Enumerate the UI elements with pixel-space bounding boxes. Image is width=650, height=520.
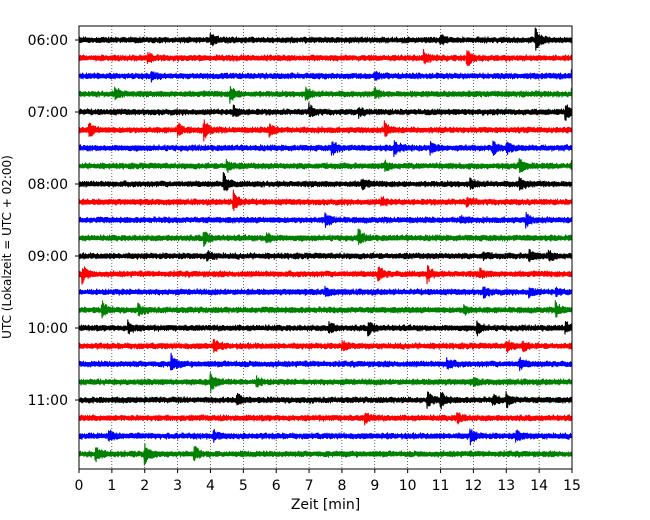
trace-line bbox=[78, 285, 573, 299]
trace-line bbox=[78, 48, 573, 66]
trace-line bbox=[78, 264, 573, 285]
plot-background bbox=[79, 26, 572, 469]
trace-line bbox=[78, 102, 573, 121]
y-axis: 06:00 07:00 08:00 09:00 10:00 11:00 bbox=[28, 33, 79, 409]
trace-line bbox=[78, 189, 573, 212]
x-tick-label: 2 bbox=[140, 478, 149, 494]
y-tick-label: 07:00 bbox=[28, 105, 68, 121]
trace-line bbox=[78, 86, 573, 104]
x-tick-label: 12 bbox=[464, 478, 482, 494]
trace-line bbox=[78, 300, 573, 319]
x-tick-label: 13 bbox=[497, 478, 515, 494]
x-tick-label: 11 bbox=[432, 478, 450, 494]
trace-line bbox=[78, 428, 573, 446]
trace-line bbox=[78, 412, 573, 426]
trace-line bbox=[78, 68, 573, 84]
trace-line bbox=[78, 248, 573, 263]
trace-line bbox=[78, 27, 573, 51]
trace-line bbox=[78, 119, 573, 142]
trace-line bbox=[78, 211, 573, 229]
trace-line bbox=[78, 228, 573, 248]
y-axis-label: UTC (Lokalzeit = UTC + 02:00) bbox=[0, 155, 14, 339]
traces bbox=[78, 27, 573, 466]
trace-line bbox=[78, 140, 573, 158]
x-tick-label: 4 bbox=[206, 478, 215, 494]
x-tick-label: 10 bbox=[399, 478, 417, 494]
x-tick-label: 5 bbox=[239, 478, 248, 494]
x-tick-label: 8 bbox=[337, 478, 346, 494]
trace-line bbox=[78, 443, 573, 466]
x-tick-label: 1 bbox=[107, 478, 116, 494]
x-tick-label: 7 bbox=[305, 478, 314, 494]
x-tick-label: 14 bbox=[530, 478, 548, 494]
plot-frame bbox=[78, 25, 573, 470]
y-tick-label: 09:00 bbox=[28, 249, 68, 265]
x-tick-label: 9 bbox=[370, 478, 379, 494]
trace-line bbox=[78, 157, 573, 174]
trace-line bbox=[78, 390, 573, 410]
trace-line bbox=[78, 352, 573, 372]
y-tick-label: 10:00 bbox=[28, 321, 68, 337]
x-axis: 0 1 2 3 4 5 6 7 8 9 10 11 12 13 14 15 bbox=[75, 469, 581, 494]
trace-line bbox=[78, 338, 573, 353]
y-tick-label: 11:00 bbox=[28, 393, 68, 409]
y-tick-label: 06:00 bbox=[28, 33, 68, 49]
x-tick-label: 3 bbox=[173, 478, 182, 494]
trace-line bbox=[78, 171, 573, 192]
trace-line bbox=[78, 319, 573, 337]
x-tick-label: 0 bbox=[75, 478, 84, 494]
x-tick-label: 15 bbox=[563, 478, 581, 494]
trace-line bbox=[78, 372, 573, 394]
y-tick-label: 08:00 bbox=[28, 177, 68, 193]
x-tick-label: 6 bbox=[272, 478, 281, 494]
x-axis-label: Zeit [min] bbox=[291, 497, 360, 513]
